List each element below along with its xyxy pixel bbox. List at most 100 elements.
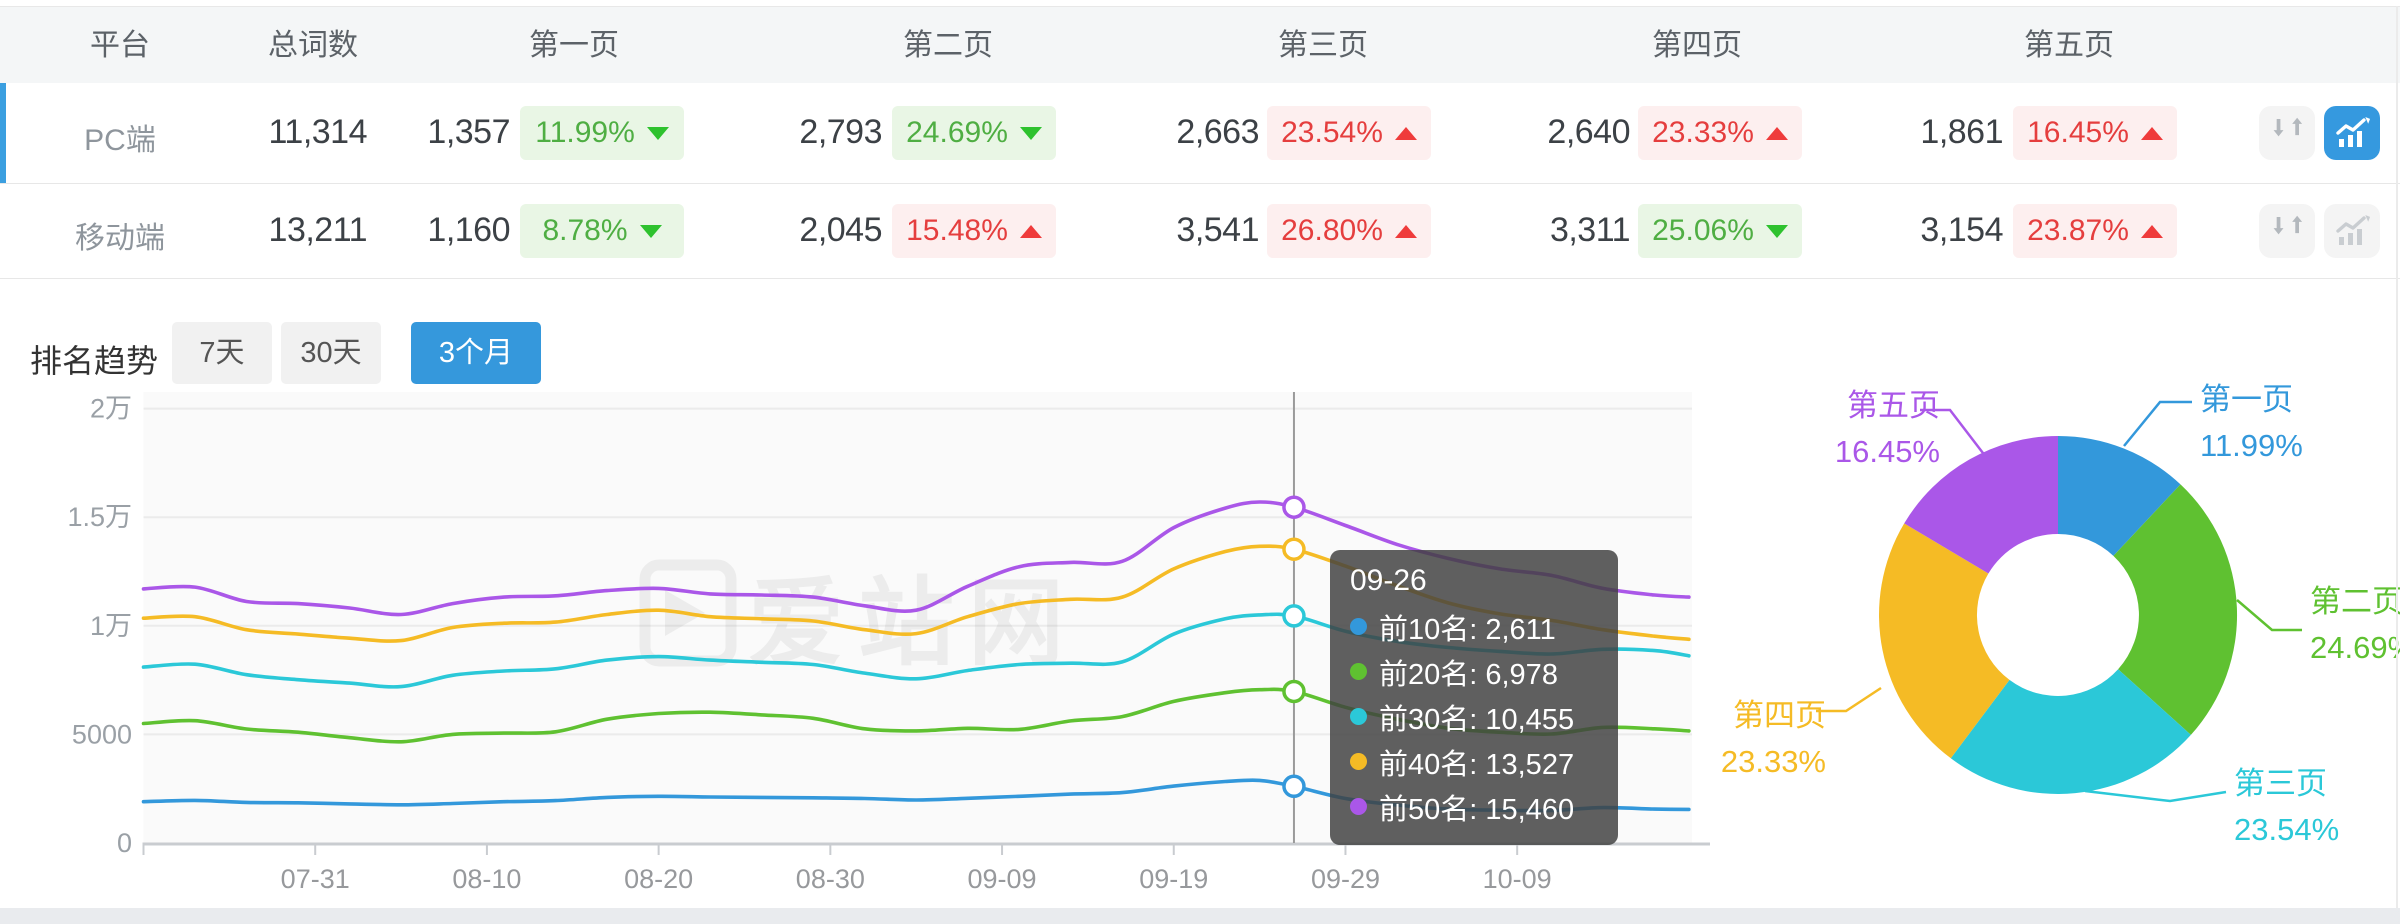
x-axis-label: 08-30 bbox=[796, 864, 865, 894]
tooltip-item: 前50名: 15,460 bbox=[1350, 784, 1598, 829]
triangle-down-icon bbox=[646, 126, 669, 140]
tab-range-7天[interactable]: 7天 bbox=[172, 322, 272, 384]
page3-percent-badge: 26.80% bbox=[1267, 204, 1431, 258]
x-axis-label: 07-31 bbox=[281, 864, 350, 894]
series-color-dot bbox=[1350, 618, 1367, 635]
tab-range-3个月[interactable]: 3个月 bbox=[411, 322, 541, 384]
donut-callout-第二页 bbox=[2236, 599, 2302, 632]
x-axis-label: 09-29 bbox=[1311, 864, 1380, 894]
donut-slice-第三页[interactable] bbox=[1950, 669, 2191, 794]
platform-label: PC端 bbox=[84, 124, 156, 157]
tooltip-date: 09-26 bbox=[1350, 564, 1427, 597]
donut-percent-第五页: 16.45% bbox=[1835, 434, 1940, 469]
y-axis-label: 1.5万 bbox=[67, 502, 132, 532]
highlight-marker-前10名 bbox=[1282, 774, 1306, 799]
donut-slice-第一页[interactable] bbox=[2058, 435, 2181, 556]
chart-tooltip: 09-26 前10名: 2,611 前20名: 6,978 前30名: 10,4… bbox=[1330, 550, 1618, 845]
donut-callout-第五页 bbox=[1920, 408, 1987, 458]
col-header-page2: 第二页 bbox=[903, 29, 993, 62]
donut-slice-第二页[interactable] bbox=[2113, 484, 2238, 735]
table-row-pc[interactable]: PC端 11,314 1,357 11.99% 2,793 24.69% 2,66… bbox=[0, 83, 2400, 184]
highlight-marker-前30名 bbox=[1282, 604, 1306, 628]
highlight-marker-前20名 bbox=[1282, 679, 1306, 704]
col-header-page5: 第五页 bbox=[2024, 29, 2114, 62]
trend-chart-icon bbox=[2336, 215, 2371, 245]
trend-section-title: 排名趋势 bbox=[30, 343, 159, 379]
percent-value: 24.69% bbox=[906, 116, 1008, 149]
triangle-up-icon bbox=[1394, 126, 1417, 140]
page2-count: 2,793 bbox=[799, 113, 882, 151]
col-header-platform: 平台 bbox=[90, 29, 150, 62]
page5-percent-badge: 16.45% bbox=[2013, 106, 2177, 160]
highlight-marker-前40名 bbox=[1282, 537, 1306, 561]
col-header-page1: 第一页 bbox=[529, 29, 619, 62]
donut-callout-第四页 bbox=[1816, 686, 1882, 713]
trend-chart-icon bbox=[2336, 117, 2371, 147]
triangle-up-icon bbox=[1765, 126, 1788, 140]
series-color-dot bbox=[1350, 663, 1367, 680]
series-color-dot bbox=[1350, 798, 1367, 815]
table-header: 平台 总词数 第一页 第二页 第三页 第四页 第五页 bbox=[0, 6, 2400, 85]
show-trend-button[interactable] bbox=[2324, 106, 2380, 160]
col-header-page3: 第三页 bbox=[1278, 29, 1368, 62]
triangle-up-icon bbox=[1394, 224, 1417, 238]
percent-value: 25.06% bbox=[1652, 214, 1754, 247]
percent-value: 23.54% bbox=[1281, 116, 1383, 149]
donut-label-第四页: 第四页 bbox=[1733, 698, 1826, 733]
tooltip-item-text: 前40名: 13,527 bbox=[1379, 748, 1575, 781]
page5-count: 3,154 bbox=[1920, 211, 2003, 249]
x-axis-label: 09-19 bbox=[1139, 864, 1208, 894]
donut-slice-第四页[interactable] bbox=[1879, 523, 2010, 759]
tooltip-item-text: 前20名: 6,978 bbox=[1379, 658, 1558, 691]
right-edge-border bbox=[2396, 6, 2398, 908]
trend-charts-canvas[interactable]: 0 5000 1万 1.5万 2万 07-31 08-10 08-20 08-30 09-09 09… bbox=[0, 380, 2400, 924]
triangle-down-icon bbox=[1765, 224, 1788, 238]
percent-value: 16.45% bbox=[2027, 116, 2129, 149]
tooltip-item: 前10名: 2,611 bbox=[1350, 604, 1598, 649]
donut-percent-第二页: 24.69% bbox=[2310, 630, 2400, 665]
donut-callout-第三页 bbox=[2084, 789, 2227, 803]
x-axis-label: 08-20 bbox=[624, 864, 693, 894]
page1-percent-badge: 11.99% bbox=[520, 106, 684, 160]
sort-button[interactable] bbox=[2259, 106, 2315, 160]
page1-percent-badge: 8.78% bbox=[520, 204, 684, 258]
page2-percent-badge: 24.69% bbox=[892, 106, 1056, 160]
bottom-edge-strip bbox=[0, 908, 2400, 924]
donut-label-第五页: 第五页 bbox=[1847, 388, 1940, 423]
x-axis-label: 08-10 bbox=[452, 864, 521, 894]
total-words-value: 13,211 bbox=[268, 211, 368, 249]
table-row-mobile[interactable]: 移动端 13,211 1,160 8.78% 2,045 15.48% 3,541… bbox=[0, 184, 2400, 279]
triangle-up-icon bbox=[1019, 224, 1042, 238]
page2-percent-badge: 15.48% bbox=[892, 204, 1056, 258]
sort-arrows-icon bbox=[2273, 117, 2303, 137]
watermark-text: 爱站网 bbox=[748, 570, 1078, 677]
tooltip-item-text: 前30名: 10,455 bbox=[1379, 703, 1575, 736]
page1-count: 1,160 bbox=[427, 211, 510, 249]
percent-value: 8.78% bbox=[542, 214, 628, 247]
show-trend-button[interactable] bbox=[2324, 204, 2380, 258]
page4-count: 3,311 bbox=[1549, 211, 1631, 249]
percent-value: 26.80% bbox=[1281, 214, 1383, 247]
tab-range-30天[interactable]: 30天 bbox=[281, 322, 381, 384]
page4-percent-badge: 25.06% bbox=[1638, 204, 1802, 258]
y-axis-label: 0 bbox=[117, 828, 132, 858]
donut-percent-第一页: 11.99% bbox=[2200, 428, 2303, 463]
donut-slice-第五页[interactable] bbox=[1904, 436, 2058, 574]
page2-count: 2,045 bbox=[799, 211, 882, 249]
percent-value: 23.33% bbox=[1652, 116, 1754, 149]
percent-value: 23.87% bbox=[2027, 214, 2129, 247]
sort-arrows-icon bbox=[2273, 215, 2303, 235]
triangle-up-icon bbox=[2140, 126, 2163, 140]
highlight-marker-前50名 bbox=[1282, 495, 1306, 519]
col-header-page4: 第四页 bbox=[1652, 29, 1742, 62]
page3-count: 2,663 bbox=[1176, 113, 1259, 151]
col-header-total: 总词数 bbox=[268, 29, 358, 62]
tooltip-item-text: 前50名: 15,460 bbox=[1379, 793, 1575, 826]
sort-button[interactable] bbox=[2259, 204, 2315, 258]
donut-label-第二页: 第二页 bbox=[2310, 584, 2400, 619]
page5-percent-badge: 23.87% bbox=[2013, 204, 2177, 258]
watermark-logo: 爱站网 bbox=[639, 559, 1078, 677]
tooltip-item: 前40名: 13,527 bbox=[1350, 739, 1598, 784]
percent-value: 15.48% bbox=[906, 214, 1008, 247]
page4-count: 2,640 bbox=[1547, 113, 1630, 151]
